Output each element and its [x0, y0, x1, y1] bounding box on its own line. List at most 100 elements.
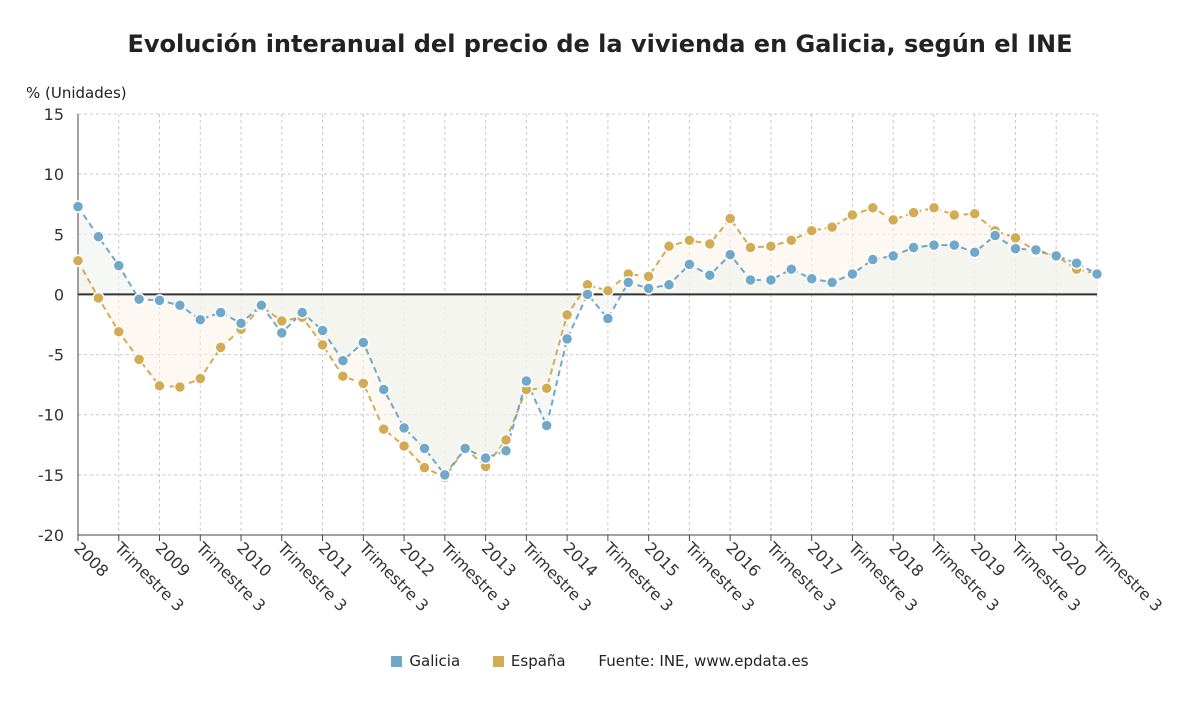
y-tick-labels: 15 10 5 0 -5 -10 -15 -20 [38, 105, 64, 545]
area-fill [78, 206, 1097, 475]
data-point-galicia [622, 276, 635, 289]
data-point-galicia [194, 313, 207, 326]
y-tick-label: -20 [38, 526, 64, 545]
source-note: Fuente: INE, www.epdata.es [598, 651, 809, 670]
legend-swatch-espana [492, 655, 504, 667]
y-axis-label: % (Unidades) [26, 84, 127, 102]
data-point-galicia [723, 248, 737, 261]
data-point-espana [397, 439, 411, 453]
data-point-galicia [703, 268, 717, 282]
data-point-espana [275, 314, 289, 328]
data-point-galicia [255, 299, 268, 312]
legend-label-espana: España [510, 651, 566, 670]
data-point-espana [316, 338, 329, 352]
data-point-espana [825, 220, 839, 234]
data-point-galicia [336, 354, 350, 367]
x-tick-label: 2008 [70, 538, 112, 580]
data-point-galicia [601, 312, 615, 325]
data-point-galicia [683, 258, 696, 271]
data-point-espana [886, 213, 900, 227]
data-point-espana [92, 291, 105, 305]
data-point-espana [377, 422, 390, 436]
data-point-espana [153, 379, 166, 393]
data-point-galicia [662, 278, 676, 292]
data-point-galicia [458, 442, 472, 455]
legend: Galicia España Fuente: INE, www.epdata.e… [0, 651, 1200, 670]
data-point-galicia [1049, 249, 1063, 263]
data-point-galicia [357, 336, 370, 349]
data-point-galicia [499, 444, 513, 458]
data-point-galicia [540, 419, 553, 432]
data-point-espana [71, 254, 85, 267]
area-fill [78, 207, 1097, 478]
data-point-espana [764, 240, 778, 253]
series-lines [77, 206, 1098, 479]
data-point-espana [805, 224, 818, 237]
data-point-espana [662, 240, 676, 253]
data-point-galicia [438, 468, 452, 482]
data-point-galicia [988, 229, 1002, 242]
data-point-galicia [275, 326, 289, 340]
x-tick-label: Trimestre 3 [1088, 538, 1166, 616]
data-point-espana [214, 341, 227, 354]
data-point-galicia [764, 273, 778, 287]
data-point-galicia [866, 253, 880, 266]
data-point-galicia [886, 249, 900, 263]
y-tick-label: 5 [54, 225, 64, 244]
y-tick-label: 0 [54, 285, 64, 304]
data-point-espana [560, 308, 574, 322]
data-point-espana [723, 212, 737, 225]
data-point-galicia [92, 230, 105, 243]
data-point-galicia [214, 306, 227, 319]
data-point-galicia [1070, 256, 1083, 270]
data-point-espana [968, 207, 981, 221]
data-point-galicia [418, 442, 431, 455]
data-point-espana [357, 377, 370, 390]
data-point-galicia [479, 451, 492, 465]
data-point-galicia [560, 332, 574, 346]
data-point-galicia [234, 317, 248, 330]
legend-item-galicia[interactable]: Galicia [391, 652, 460, 670]
data-point-galicia [132, 292, 146, 306]
data-point-espana [499, 433, 513, 447]
data-point-galicia [153, 294, 166, 307]
data-point-espana [683, 234, 696, 247]
data-point-galicia [744, 273, 757, 287]
y-tick-label: 10 [44, 165, 64, 184]
legend-swatch-galicia [391, 655, 403, 667]
data-point-espana [132, 353, 146, 366]
data-point-espana [173, 380, 187, 394]
data-point-galicia [1090, 267, 1104, 281]
area-fills [78, 206, 1097, 478]
data-point-espana [601, 284, 615, 298]
data-point-espana [744, 241, 757, 254]
data-point-espana [948, 208, 961, 222]
data-point-espana [866, 201, 880, 215]
data-point-espana [540, 382, 553, 395]
data-point-galicia [948, 238, 961, 252]
data-point-galicia [112, 259, 126, 272]
data-point-espana [194, 372, 207, 385]
data-point-espana [703, 237, 717, 251]
data-point-galicia [825, 276, 839, 289]
data-point-espana [927, 201, 941, 215]
series-line-espana [77, 206, 1098, 479]
data-point-galicia [927, 238, 941, 252]
data-point-galicia [805, 272, 818, 286]
data-point-galicia [1029, 243, 1043, 257]
series-points [71, 200, 1104, 484]
chart-title: Evolución interanual del precio de la vi… [127, 30, 1073, 58]
data-point-galicia [846, 267, 859, 281]
data-point-espana [1009, 231, 1022, 245]
series-line-galicia [77, 206, 1098, 477]
legend-label-galicia: Galicia [409, 651, 461, 670]
data-point-galicia [968, 246, 981, 259]
y-tick-label: -5 [48, 346, 64, 365]
y-tick-label: -15 [38, 466, 64, 485]
legend-item-espana[interactable]: España [492, 651, 566, 670]
data-point-espana [418, 461, 431, 474]
data-point-galicia [785, 262, 798, 276]
data-point-galicia [642, 282, 655, 295]
